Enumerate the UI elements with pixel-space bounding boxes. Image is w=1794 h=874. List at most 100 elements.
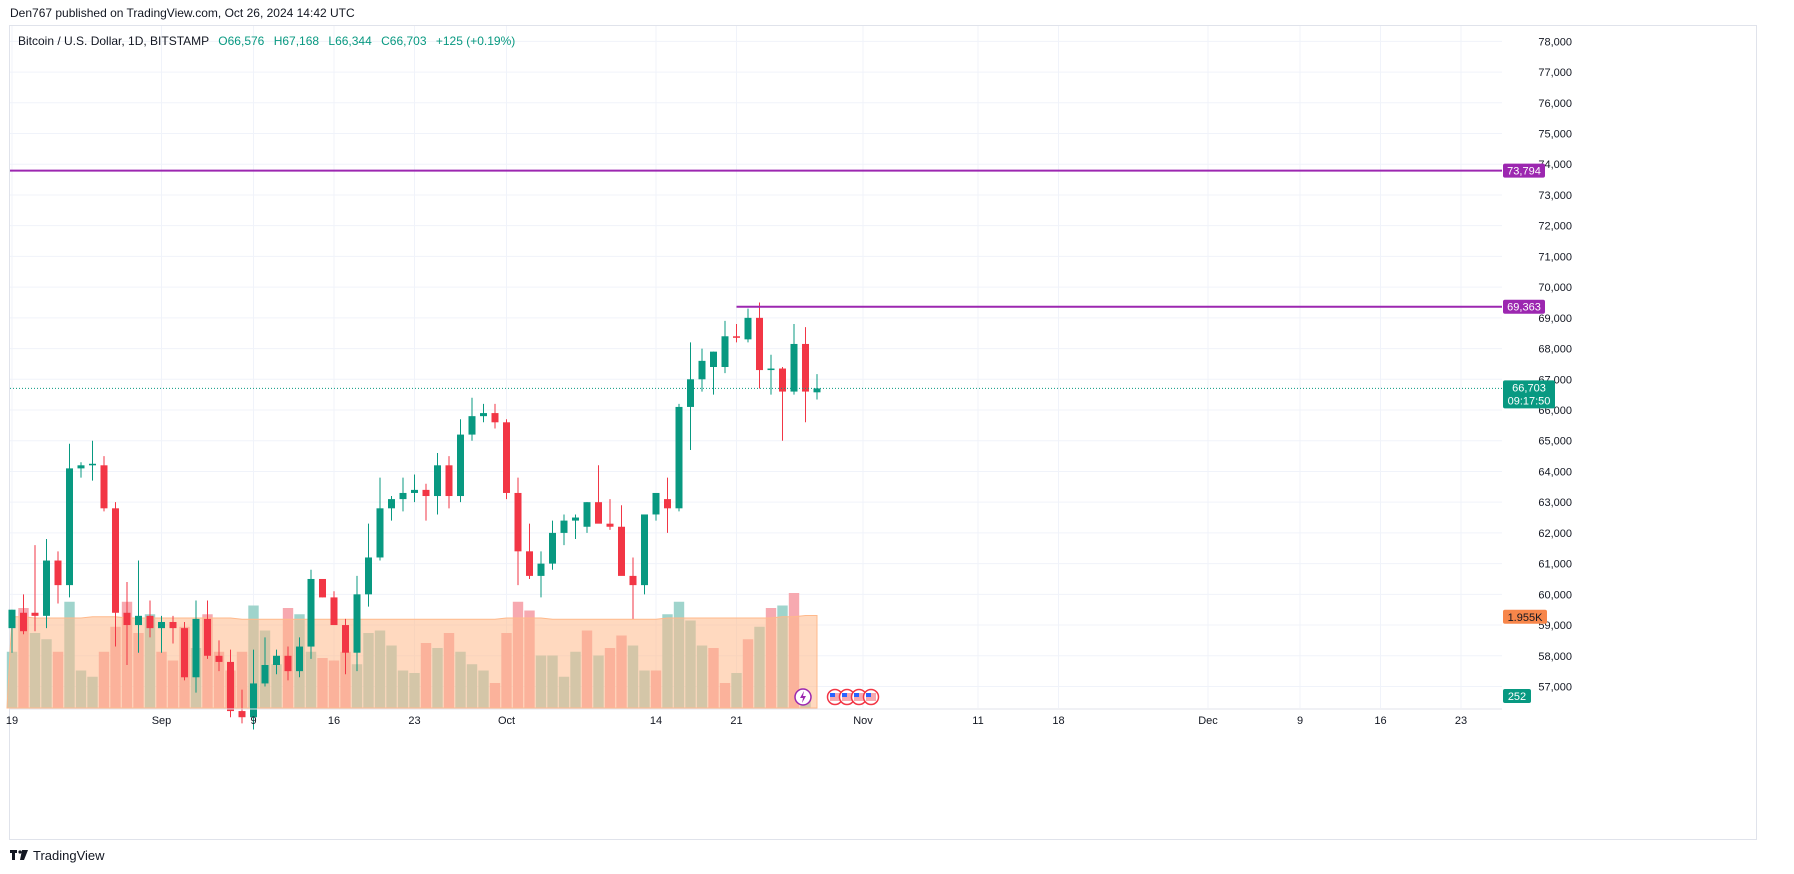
candle-body[interactable] — [468, 416, 476, 435]
candle-body[interactable] — [353, 594, 361, 653]
candle-body[interactable] — [204, 618, 211, 656]
level-badge[interactable] — [1503, 299, 1545, 314]
candle-body[interactable] — [123, 612, 131, 626]
price-tick-label: 71,000 — [1538, 251, 1572, 263]
candle-body[interactable] — [618, 526, 625, 576]
candle-body[interactable] — [66, 468, 73, 586]
time-tick-label: 23 — [408, 715, 420, 727]
candle-body[interactable] — [365, 557, 372, 595]
time-tick-label: 19 — [6, 715, 18, 727]
level-badge[interactable] — [1503, 163, 1545, 178]
legend-symbol: Bitcoin / U.S. Dollar, 1D, BITSTAMP — [18, 34, 209, 48]
candle-body[interactable] — [744, 317, 752, 340]
candle-body[interactable] — [376, 508, 384, 558]
volume-badge-label: 252 — [1508, 691, 1526, 703]
us-flag-canton — [854, 693, 859, 697]
candle-body[interactable] — [641, 514, 648, 586]
candle-body[interactable] — [20, 612, 27, 632]
candle-body[interactable] — [756, 317, 763, 371]
candle-body[interactable] — [169, 621, 177, 629]
candle-body[interactable] — [89, 463, 96, 466]
candle-body[interactable] — [606, 523, 614, 527]
candle-body[interactable] — [192, 618, 200, 678]
last-price-badge[interactable] — [1503, 380, 1555, 409]
candle-body[interactable] — [491, 413, 499, 423]
candle-body[interactable] — [273, 655, 280, 665]
candle-body[interactable] — [215, 655, 223, 662]
volume-badge[interactable] — [1503, 689, 1531, 703]
time-tick-label: 11 — [972, 715, 983, 727]
candle-body[interactable] — [411, 489, 418, 493]
candle-body[interactable] — [181, 628, 188, 678]
candle-body[interactable] — [526, 551, 533, 576]
candle-body[interactable] — [445, 465, 453, 497]
candle-body[interactable] — [146, 615, 154, 629]
candle-body[interactable] — [422, 489, 430, 497]
candle-body[interactable] — [8, 609, 16, 629]
candle-body[interactable] — [698, 360, 706, 380]
candle-body[interactable] — [583, 502, 591, 527]
legend-change: +125 (+0.19%) — [435, 34, 516, 48]
time-tick-label: Sep — [152, 715, 172, 727]
candle-body[interactable] — [330, 597, 338, 626]
candle-body[interactable] — [813, 388, 821, 393]
candle-body[interactable] — [31, 612, 39, 616]
candle-body[interactable] — [135, 615, 142, 626]
candle-body[interactable] — [537, 563, 545, 576]
candle-body[interactable] — [238, 711, 246, 718]
candle-body[interactable] — [319, 578, 326, 598]
candle-body[interactable] — [514, 492, 522, 552]
time-axis[interactable]: 19 Sep 9 16 23 Oct 14 21 Nov 11 18 Dec 9 16 23 — [6, 708, 1502, 727]
candle-body[interactable] — [733, 336, 740, 338]
candle-body[interactable] — [43, 560, 50, 616]
candle-body[interactable] — [652, 492, 660, 515]
horizontal-levels[interactable] — [10, 169, 1502, 389]
candle-body[interactable] — [480, 413, 487, 417]
candle-body[interactable] — [503, 422, 510, 493]
time-tick-label: 18 — [1052, 715, 1064, 727]
time-tick-label: 14 — [650, 715, 662, 727]
tradingview-logo-icon — [10, 849, 28, 863]
candle-body[interactable] — [261, 664, 269, 684]
price-tick-label: 61,000 — [1538, 559, 1572, 571]
candle-body[interactable] — [595, 502, 602, 524]
candle-body[interactable] — [112, 508, 119, 613]
candle-body[interactable] — [721, 336, 729, 367]
candle-body[interactable] — [549, 532, 556, 564]
candle-body[interactable] — [710, 351, 717, 367]
candle-body[interactable] — [307, 578, 315, 647]
legend-close: C66,703 — [381, 34, 427, 48]
candle-body[interactable] — [284, 655, 292, 672]
candle-body[interactable] — [572, 517, 579, 521]
candle-body[interactable] — [675, 406, 683, 509]
candle-body[interactable] — [687, 379, 694, 407]
volume-ma-badge[interactable] — [1503, 609, 1547, 624]
candle-body[interactable] — [77, 465, 85, 469]
candle-body[interactable] — [296, 646, 303, 672]
candle-body[interactable] — [802, 343, 809, 392]
candle-body[interactable] — [388, 499, 395, 509]
candle-body[interactable] — [54, 560, 62, 586]
candle-body[interactable] — [629, 575, 637, 586]
candle-body[interactable] — [227, 661, 234, 712]
time-tick-label: 9 — [1297, 715, 1303, 727]
candle-body[interactable] — [342, 625, 349, 653]
price-axis[interactable]: 57,000 58,000 59,000 60,000 61,000 62,000 63,0… — [1503, 36, 1572, 703]
candle-body[interactable] — [100, 465, 108, 509]
candle-body[interactable] — [434, 465, 441, 497]
candle-body[interactable] — [457, 434, 464, 497]
price-tick-label: 74,000 — [1538, 159, 1572, 171]
candle-body[interactable] — [779, 368, 786, 392]
price-tick-label: 72,000 — [1538, 221, 1572, 233]
footer-brand[interactable]: TradingView — [10, 848, 105, 863]
candle-body[interactable] — [790, 343, 798, 392]
candle-body[interactable] — [158, 621, 165, 629]
candle-body[interactable] — [767, 368, 775, 371]
candle-body[interactable] — [399, 492, 407, 500]
candle-body[interactable] — [664, 499, 671, 509]
candle-body[interactable] — [250, 683, 257, 718]
candles[interactable] — [8, 302, 821, 730]
event-markers[interactable] — [794, 688, 880, 706]
candle-body[interactable] — [560, 520, 568, 533]
